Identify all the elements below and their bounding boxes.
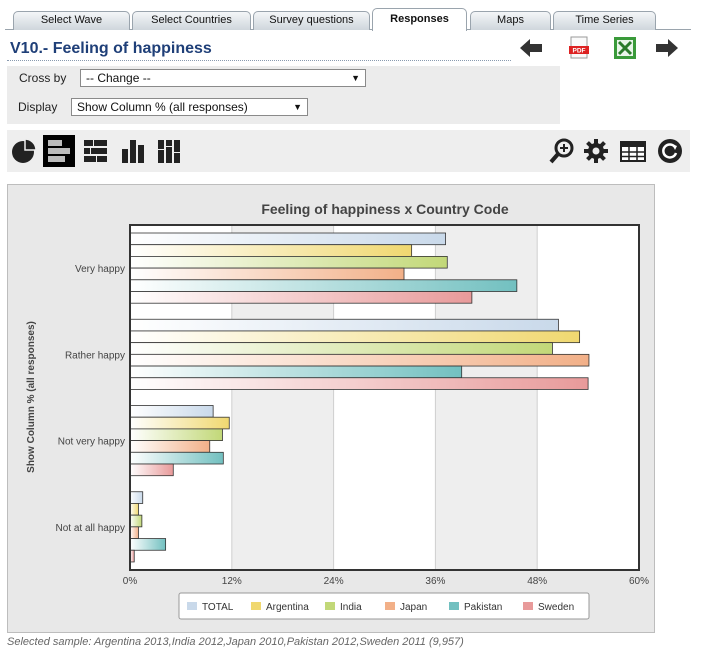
stacked-vertical-bar-icon[interactable] — [153, 135, 185, 167]
tab-select-wave[interactable]: Select Wave — [13, 11, 130, 30]
refresh-icon[interactable] — [654, 135, 686, 167]
x-tick-label: 60% — [629, 576, 649, 587]
bar-sweden-not-very-happy[interactable] — [129, 463, 174, 477]
top-icon-group: PDF — [518, 36, 688, 62]
selected-sample-note: Selected sample: Argentina 2013,India 20… — [7, 636, 464, 648]
bar-japan-not-at-all-happy[interactable] — [129, 526, 139, 539]
cross-by-label: Cross by — [19, 71, 67, 85]
bar-japan-very-happy[interactable] — [129, 267, 405, 281]
legend-label[interactable]: Japan — [400, 602, 427, 613]
bar-pakistan-not-at-all-happy[interactable] — [129, 538, 167, 551]
bar-argentina-not-very-happy[interactable] — [129, 416, 230, 430]
legend-label[interactable]: Pakistan — [464, 602, 502, 613]
tab-bar: Select Wave Select Countries Survey ques… — [0, 0, 709, 32]
vertical-bar-icon[interactable] — [117, 135, 149, 167]
controls-panel: Cross by -- Change -- ▼ Display Show Col… — [7, 66, 560, 124]
bar-japan-not-very-happy[interactable] — [129, 440, 211, 453]
bar-argentina-rather-happy[interactable] — [129, 330, 581, 344]
bar-sweden-rather-happy[interactable] — [129, 377, 589, 390]
legend-swatch — [325, 602, 335, 610]
zoom-icon[interactable] — [546, 135, 578, 167]
excel-icon[interactable] — [612, 36, 638, 60]
y-axis-title: Show Column % (all responses) — [26, 321, 37, 473]
chart-container: Feeling of happiness x Country Code Show… — [7, 184, 655, 633]
display-label: Display — [18, 100, 58, 114]
gear-icon[interactable] — [580, 135, 612, 167]
display-select[interactable]: Show Column % (all responses) ▼ — [71, 98, 308, 116]
category-label: Rather happy — [65, 350, 125, 361]
bar-total-very-happy[interactable] — [129, 232, 446, 246]
x-tick-label: 48% — [527, 576, 547, 587]
bar-india-not-at-all-happy[interactable] — [129, 514, 143, 528]
bar-india-not-very-happy[interactable] — [129, 428, 223, 441]
chart-title: Feeling of happiness x Country Code — [261, 201, 509, 217]
bar-pakistan-very-happy[interactable] — [129, 279, 518, 292]
forward-arrow-icon[interactable] — [654, 36, 680, 60]
legend-label[interactable]: Argentina — [266, 602, 309, 613]
pie-chart-icon[interactable] — [8, 135, 40, 167]
bar-total-not-at-all-happy[interactable] — [129, 491, 144, 504]
tab-maps[interactable]: Maps — [470, 11, 551, 30]
bar-argentina-very-happy[interactable] — [129, 244, 413, 257]
grid-band — [435, 225, 538, 570]
bar-total-not-very-happy[interactable] — [129, 405, 214, 418]
stacked-horizontal-bar-icon[interactable] — [79, 135, 111, 167]
pdf-icon[interactable]: PDF — [566, 36, 592, 60]
legend-box — [178, 592, 590, 620]
horizontal-bar-icon[interactable] — [43, 135, 75, 167]
legend-swatch — [251, 602, 261, 610]
cross-by-select[interactable]: -- Change -- ▼ — [80, 69, 366, 87]
tab-survey-questions[interactable]: Survey questions — [253, 11, 370, 30]
legend-swatch — [449, 602, 459, 610]
category-label: Very happy — [75, 264, 125, 275]
legend-swatch — [385, 602, 395, 610]
bar-total-rather-happy[interactable] — [129, 318, 559, 332]
chevron-down-icon: ▼ — [351, 73, 360, 83]
bar-india-rather-happy[interactable] — [129, 342, 553, 355]
bar-india-very-happy[interactable] — [129, 256, 448, 269]
x-tick-label: 12% — [222, 576, 242, 587]
chart-toolbar — [7, 130, 690, 172]
chevron-down-icon: ▼ — [293, 102, 302, 112]
bar-japan-rather-happy[interactable] — [129, 353, 590, 367]
bar-pakistan-not-very-happy[interactable] — [129, 451, 224, 465]
x-tick-label: 0% — [123, 576, 138, 587]
legend-label[interactable]: India — [340, 602, 362, 613]
x-tick-label: 36% — [425, 576, 445, 587]
bar-chart: Feeling of happiness x Country Code Show… — [26, 201, 649, 620]
display-value: Show Column % (all responses) — [77, 100, 248, 114]
category-label: Not at all happy — [56, 523, 126, 534]
legend-swatch — [523, 602, 533, 610]
table-icon[interactable] — [617, 135, 649, 167]
x-tick-labels: 0% 12% 24% 36% 48% 60% — [123, 576, 649, 587]
tab-select-countries[interactable]: Select Countries — [132, 11, 251, 30]
page-title: V10.- Feeling of happiness — [10, 40, 212, 57]
chart-bars — [129, 232, 590, 563]
legend-swatch — [187, 602, 197, 610]
back-arrow-icon[interactable] — [518, 36, 544, 60]
bar-pakistan-rather-happy[interactable] — [129, 365, 463, 379]
svg-text:PDF: PDF — [573, 48, 586, 55]
tab-time-series[interactable]: Time Series — [553, 11, 656, 30]
tab-responses[interactable]: Responses — [372, 8, 467, 31]
category-labels: Very happy Rather happy Not very happy Not … — [56, 264, 126, 534]
bar-sweden-very-happy[interactable] — [129, 291, 473, 304]
bar-argentina-not-at-all-happy[interactable] — [129, 503, 139, 516]
chart-legend: TOTAL Argentina India Japan Pakistan Sweden — [178, 592, 590, 620]
x-tick-label: 24% — [324, 576, 344, 587]
category-label: Not very happy — [58, 437, 125, 448]
legend-label[interactable]: TOTAL — [202, 602, 234, 613]
plot-frame — [129, 224, 640, 571]
legend-label[interactable]: Sweden — [538, 602, 574, 613]
cross-by-value: -- Change -- — [86, 71, 151, 85]
title-divider — [7, 60, 511, 61]
